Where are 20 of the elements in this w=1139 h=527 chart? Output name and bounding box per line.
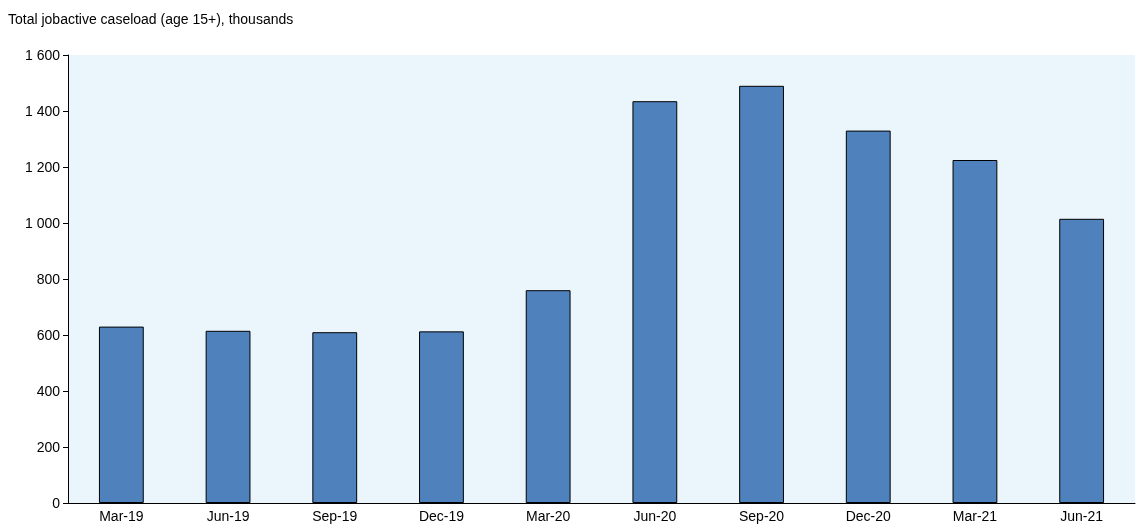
x-tick-label: Mar-19 — [99, 508, 144, 524]
y-tick-label: 0 — [52, 495, 61, 511]
y-tick-label: 1 000 — [24, 215, 61, 231]
x-tick-label: Mar-20 — [525, 508, 571, 524]
x-tick-label: Dec-19 — [418, 508, 465, 524]
y-tick-label: 1 400 — [24, 103, 61, 119]
x-tick-label: Jun-19 — [206, 508, 250, 524]
y-tick-label: 400 — [36, 383, 61, 399]
x-tick-label: Sep-19 — [312, 508, 358, 524]
y-tick-label: 800 — [36, 271, 61, 287]
y-tick-label: 1 200 — [24, 159, 61, 175]
x-tick-label: Jun-21 — [1060, 508, 1104, 524]
y-tick-label: 1 600 — [24, 47, 61, 63]
y-tick-label: 200 — [36, 439, 61, 455]
x-tick-label: Jun-20 — [633, 508, 677, 524]
y-tick-label: 600 — [36, 327, 61, 343]
x-tick-label: Sep-20 — [738, 508, 785, 524]
x-tick-label: Dec-20 — [845, 508, 892, 524]
x-tick-label: Mar-21 — [952, 508, 998, 524]
y-axis-title: Total jobactive caseload (age 15+), thousands — [8, 11, 294, 27]
